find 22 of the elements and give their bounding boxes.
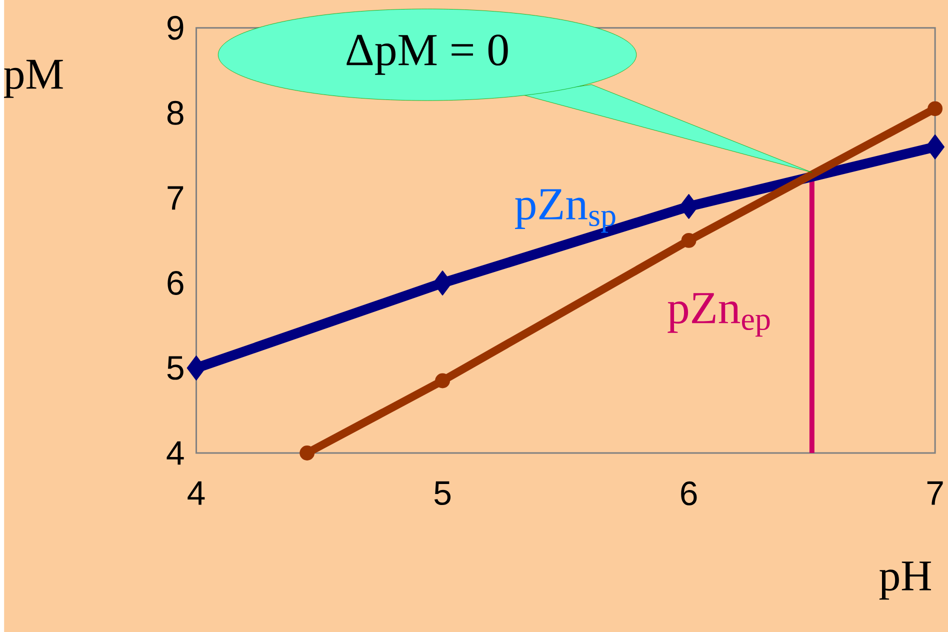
ref-line-label: pZn$_{ep}$ xyxy=(668,293,770,336)
point xyxy=(928,101,943,116)
point xyxy=(926,134,945,160)
point xyxy=(681,232,696,248)
point xyxy=(433,270,452,296)
x-tick-label: 5 xyxy=(434,481,451,505)
x-axis-title: pH xyxy=(879,561,932,600)
x-tick-label: 6 xyxy=(681,481,697,506)
y-tick-label: 5 xyxy=(167,356,184,380)
series-label: pZn$_{sp}$ xyxy=(515,189,616,233)
x-tick-label: 4 xyxy=(188,481,205,505)
y-tick-label: 8 xyxy=(167,100,184,125)
point xyxy=(300,445,315,460)
y-tick-label: 4 xyxy=(166,441,184,465)
annotation: ΔpM = 0 xyxy=(346,34,508,75)
x-tick-label: 7 xyxy=(927,481,943,505)
point xyxy=(435,373,450,388)
y-tick-label: 7 xyxy=(168,186,184,210)
point xyxy=(186,355,206,380)
y-tick-label: 6 xyxy=(168,270,184,295)
y-tick-label: 9 xyxy=(168,16,184,40)
y-axis-title: pM xyxy=(4,60,63,98)
